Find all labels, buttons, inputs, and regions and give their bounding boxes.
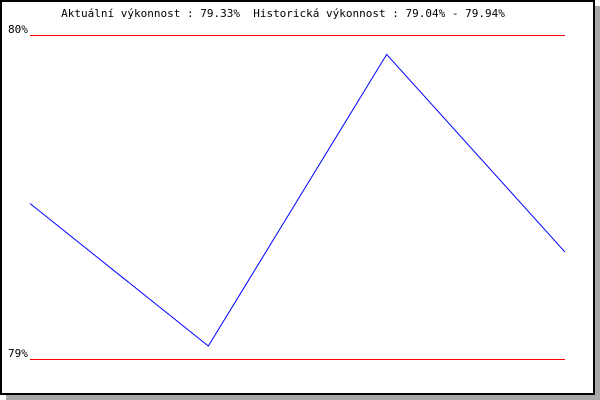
y-tick-label: 80% <box>8 23 28 36</box>
chart-title: Aktuální výkonnost : 79.33% Historická v… <box>61 7 505 20</box>
series-line <box>29 53 566 347</box>
y-tick-label: 79% <box>8 347 28 360</box>
frame <box>0 0 595 395</box>
